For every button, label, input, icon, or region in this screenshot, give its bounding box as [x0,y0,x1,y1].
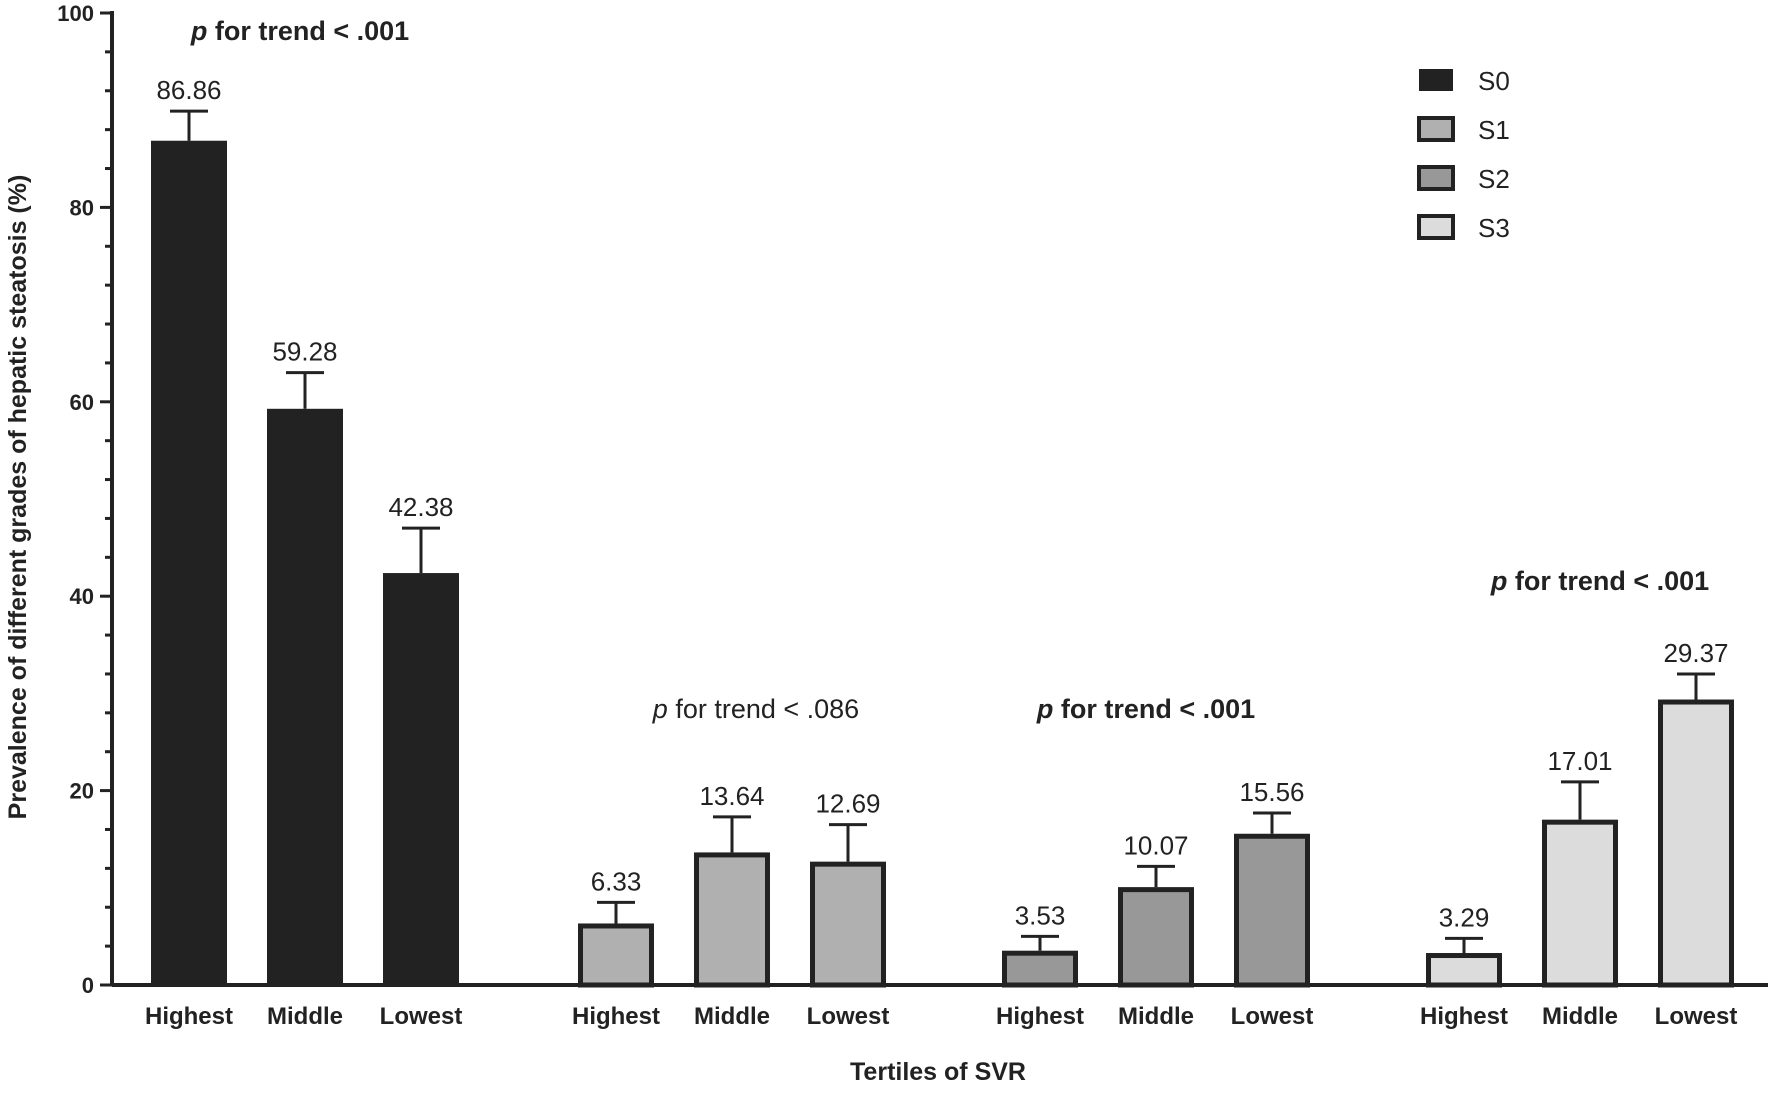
series-S3: 3.29 Highest 17.01 Middle 29.37 Lowest p for t… [1420,566,1737,1030]
bar-S1-lowest [810,861,886,988]
trend-annotation: p for trend < .001 [1036,694,1255,724]
bar-S3-lowest [1658,699,1734,988]
x-tick-label: Lowest [807,1003,890,1030]
x-tick-label: Highest [1420,1003,1508,1030]
data-label: 6.33 [591,866,642,896]
x-tick-label: Middle [1118,1003,1194,1030]
x-tick-label: Middle [694,1003,770,1030]
data-label: 10.07 [1123,830,1188,860]
x-tick-label: Lowest [1231,1003,1314,1030]
y-tick-label: 80 [70,195,94,220]
bar-S2-lowest [1234,833,1310,988]
bar-S0-middle [267,408,343,985]
y-tick-label: 0 [82,973,94,998]
bar-S1-highest [578,923,654,988]
trend-annotation: p for trend < .001 [1490,566,1709,596]
legend-item-S0: S0 [1419,66,1510,96]
y-tick-label: 60 [70,390,94,415]
legend-label: S3 [1478,213,1510,243]
series-S2: 3.53 Highest 10.07 Middle 15.56 Lowest p for t… [996,694,1313,1030]
y-tick-label: 40 [70,584,94,609]
x-tick-label: Middle [1542,1003,1618,1030]
legend-label: S2 [1478,164,1510,194]
legend-swatch [1419,69,1453,91]
legend-item-S1: S1 [1417,115,1510,145]
x-tick-label: Lowest [1655,1003,1738,1030]
bar-S1-middle [694,852,770,988]
data-label: 15.56 [1239,777,1304,807]
bar-S3-highest [1426,953,1502,988]
bar-S0-lowest [383,573,459,985]
legend-item-S3: S3 [1417,213,1510,243]
y-tick-label: 100 [57,1,94,26]
bar-S0-highest [151,140,227,985]
x-tick-label: Middle [267,1003,343,1030]
data-label: 86.86 [156,75,221,105]
bar-S2-middle [1118,887,1194,988]
legend-swatch [1417,214,1455,240]
data-label: 29.37 [1663,638,1728,668]
trend-annotation: p for trend < .001 [190,16,409,46]
data-label: 3.29 [1439,902,1490,932]
y-tick-label: 20 [70,779,94,804]
legend: S0 S1 S2 S3 [1417,66,1510,243]
legend-label: S1 [1478,115,1510,145]
trend-annotation: p for trend < .086 [652,694,859,724]
data-label: 59.28 [272,337,337,367]
series-S1: 6.33 Highest 13.64 Middle 12.69 Lowest p for t… [572,694,889,1030]
legend-item-S2: S2 [1417,164,1510,194]
x-axis-title: Tertiles of SVR [850,1058,1026,1086]
data-label: 13.64 [699,781,764,811]
data-label: 3.53 [1015,900,1066,930]
x-tick-label: Highest [996,1003,1084,1030]
bar-S2-highest [1002,950,1078,988]
legend-swatch [1417,165,1455,191]
x-tick-label: Highest [572,1003,660,1030]
data-label: 42.38 [388,492,453,522]
y-axis-title: Prevalence of different grades of hepati… [4,175,32,820]
data-label: 12.69 [815,789,880,819]
bar-S3-middle [1542,819,1618,988]
series-S0: 86.86 Highest 59.28 Middle 42.38 Lowest p for … [145,16,462,1030]
data-label: 17.01 [1547,746,1612,776]
legend-swatch [1417,116,1455,142]
legend-label: S0 [1478,66,1510,96]
x-tick-label: Lowest [380,1003,463,1030]
x-tick-label: Highest [145,1003,233,1030]
